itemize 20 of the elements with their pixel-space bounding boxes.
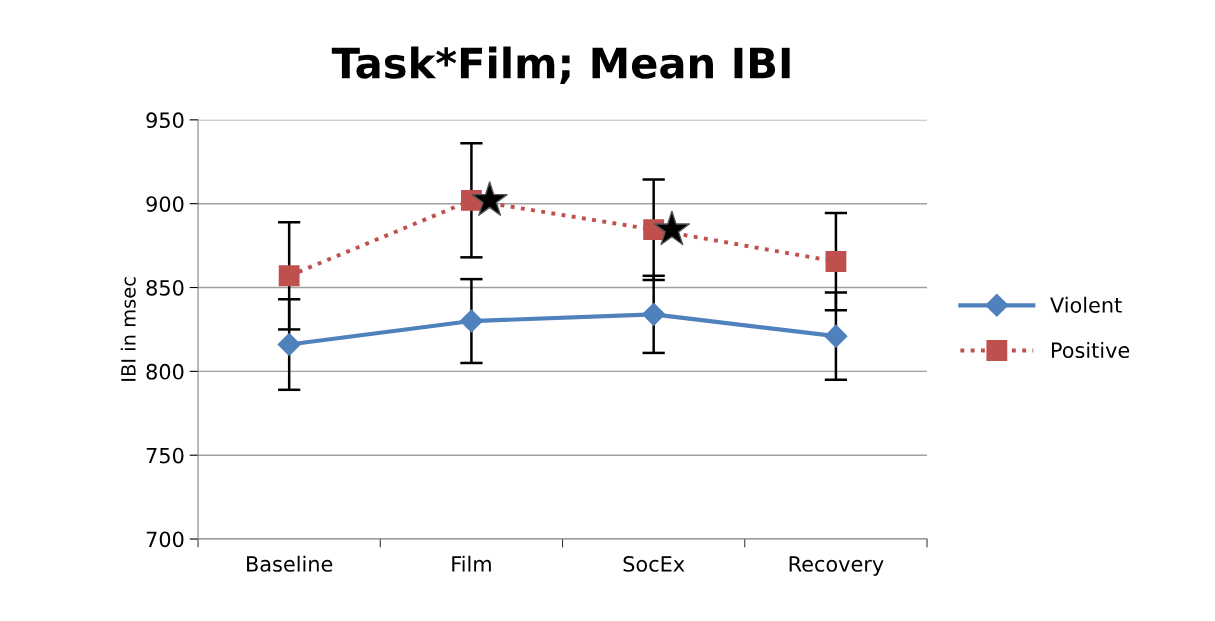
y-tick-label: 950 [146, 112, 184, 129]
x-tick-label: Recovery [789, 556, 884, 576]
legend-label: Positive [1052, 341, 1130, 359]
point [277, 333, 301, 357]
point [642, 302, 666, 326]
y-tick-label: 850 [146, 279, 184, 296]
y-tick-label: 750 [146, 447, 184, 464]
point [278, 265, 300, 287]
y-tick-label: 900 [146, 196, 184, 212]
x-tick-label: SocEx [623, 556, 685, 572]
y-tick-label: 800 [146, 363, 184, 380]
legend-label: Violent [1050, 296, 1122, 313]
x-tick-label: Film [452, 555, 491, 572]
point [824, 324, 848, 348]
point [459, 309, 483, 333]
y-axis-title: IBI in msec [120, 277, 136, 381]
x-tick-label: Baseline [247, 555, 333, 572]
point [825, 251, 847, 272]
chart-title: Task*Film; Mean IBI [331, 46, 790, 85]
y-tick-label: 700 [146, 531, 184, 548]
